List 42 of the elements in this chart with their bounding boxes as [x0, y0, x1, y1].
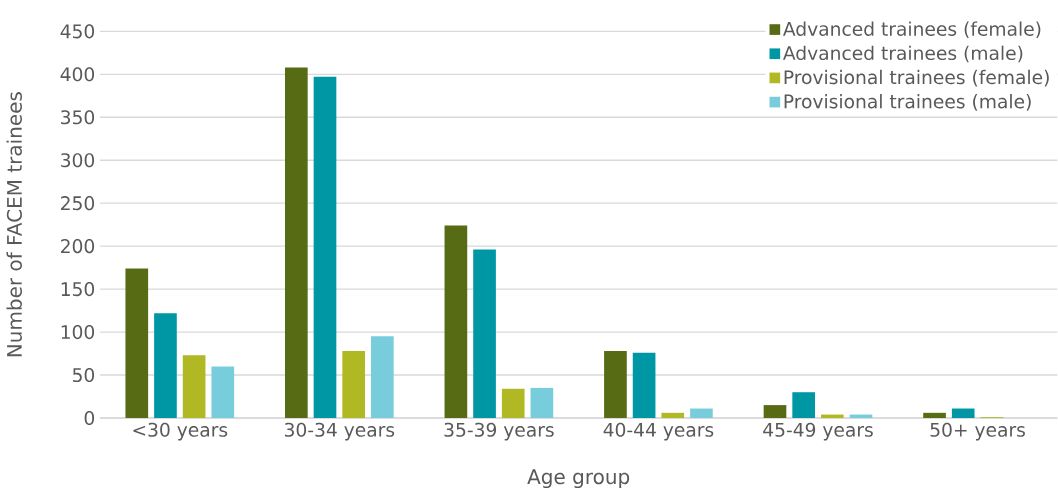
x-tick-label: 50+ years	[930, 422, 1025, 441]
bar	[444, 225, 468, 418]
legend-label: Advanced trainees (male)	[782, 45, 1023, 63]
bar	[285, 67, 308, 418]
bar	[923, 412, 946, 418]
x-tick-label: 40-44 years	[603, 422, 714, 441]
y-tick-label: 0	[84, 410, 95, 426]
y-tick-label: 300	[61, 153, 95, 168]
bar	[342, 350, 365, 418]
bar	[661, 412, 685, 418]
bar	[154, 313, 177, 418]
y-tick-label: 400	[60, 67, 95, 82]
bar	[690, 408, 713, 418]
y-tick-label: 200	[61, 239, 95, 254]
y-tick-label: 350	[61, 110, 95, 125]
y-axis-title: Number of FACEM trainees	[6, 92, 22, 357]
bar	[530, 387, 554, 418]
x-tick-label: 35-39 years	[444, 422, 554, 441]
bar	[211, 366, 235, 418]
x-tick-label: <30 years	[133, 422, 228, 441]
x-axis-title: Age group	[527, 469, 630, 489]
bar	[371, 336, 394, 418]
bar	[604, 350, 627, 418]
bar	[473, 249, 496, 418]
bar	[632, 352, 656, 418]
legend-label: Provisional trainees (female)	[784, 69, 1049, 87]
bar	[125, 268, 149, 418]
legend-label: Provisional trainees (male)	[784, 94, 1031, 111]
bar	[501, 388, 525, 418]
y-tick-label: 450	[60, 24, 95, 39]
bar	[792, 392, 815, 418]
bar	[182, 355, 206, 418]
bar	[951, 408, 975, 418]
bar	[763, 405, 787, 418]
y-tick-label: 250	[61, 196, 95, 211]
y-tick-label: 50	[72, 367, 95, 383]
x-tick-label: 30-34 years	[284, 422, 395, 441]
y-tick-label: 100	[61, 324, 95, 340]
bar	[313, 76, 337, 418]
y-tick-label: 150	[61, 282, 95, 297]
x-tick-label: 45-49 years	[763, 422, 873, 441]
legend-label: Advanced trainees (female)	[782, 21, 1041, 39]
